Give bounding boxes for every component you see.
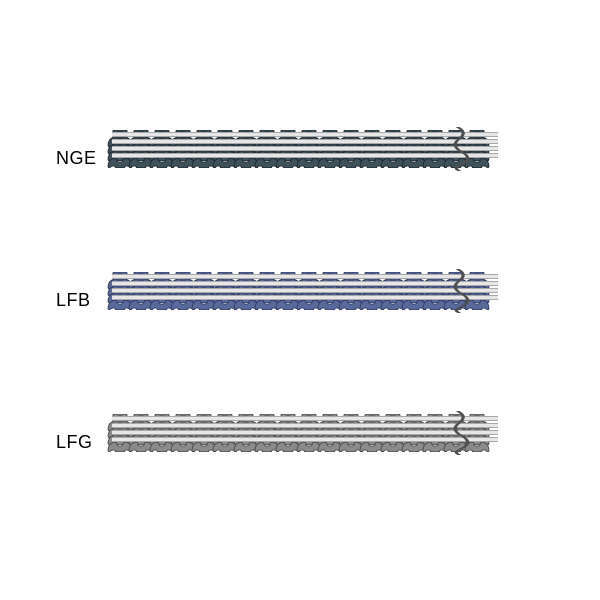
belt-row	[112, 293, 490, 310]
needle-bar	[112, 437, 498, 442]
needle-bar	[112, 295, 498, 300]
swatch-label: LFB	[56, 290, 91, 311]
tear-line	[453, 269, 471, 313]
belt-row	[112, 151, 490, 168]
diagram-canvas: NGE	[0, 0, 600, 600]
belt-lfb	[112, 272, 490, 310]
tear-line	[453, 127, 471, 171]
swatch-label: LFG	[56, 432, 93, 453]
swatch-label: NGE	[56, 148, 97, 169]
tear-line	[453, 411, 471, 455]
needle-bar	[112, 153, 498, 158]
belt-nge	[112, 130, 490, 168]
belt-row	[112, 435, 490, 452]
belt-lfg	[112, 414, 490, 452]
